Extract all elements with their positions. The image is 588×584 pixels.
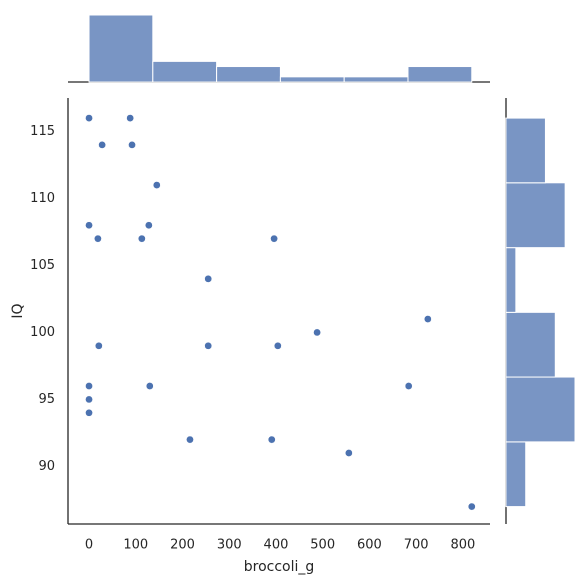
scatter-point [85, 382, 93, 390]
scatter-point [267, 435, 276, 444]
y-hist-bar [505, 247, 517, 313]
x-tick-label: 400 [264, 538, 289, 553]
scatter-point [186, 435, 194, 444]
x-tick-label: 600 [357, 538, 382, 553]
scatter-point [144, 221, 153, 230]
x-hist-bar [216, 66, 281, 83]
scatter-point [85, 114, 93, 122]
y-tick-label: 100 [30, 325, 55, 340]
scatter-point [313, 328, 321, 337]
x-hist-bar [152, 60, 218, 83]
scatter-point [152, 181, 161, 189]
x-tick-label: 700 [404, 538, 429, 553]
scatter-point [273, 341, 282, 350]
x-tick-label: 100 [123, 538, 148, 553]
scatter-point [85, 408, 93, 417]
x-tick-label: 200 [170, 538, 195, 553]
scatter-point [404, 382, 413, 390]
y-tick-label: 110 [30, 191, 55, 206]
scatter-point [467, 502, 476, 511]
y-tick-label: 90 [38, 459, 55, 474]
scatter-point [85, 221, 93, 230]
y-hist-bar [505, 441, 527, 508]
scatter-point [126, 114, 135, 122]
scatter-point [98, 141, 106, 149]
x-hist-bar [343, 76, 409, 83]
scatter-point [94, 234, 102, 243]
y-tick-label: 105 [30, 258, 55, 273]
x-tick-label: 800 [450, 538, 475, 553]
scatter-point [270, 234, 278, 243]
x-tick-label: 500 [310, 538, 335, 553]
y-tick-label: 95 [38, 392, 55, 407]
x-hist-bar [279, 76, 345, 83]
y-hist-bar [505, 117, 546, 184]
y-hist-bar [505, 182, 566, 249]
scatter-point [128, 141, 136, 149]
scatter-point [423, 315, 432, 323]
scatter-point [94, 341, 103, 350]
y-axis-label: IQ [10, 303, 26, 318]
scatter-point [204, 341, 213, 350]
scatter-point [345, 449, 353, 457]
x-tick-label: 300 [217, 538, 242, 553]
scatter-point [85, 395, 93, 404]
x-tick-label: 0 [85, 538, 93, 553]
y-tick-label: 115 [30, 124, 55, 139]
scatter-point [204, 274, 213, 283]
x-axis-label: broccoli_g [244, 559, 315, 575]
scatter-point [145, 382, 154, 390]
x-hist-bar [88, 14, 154, 83]
y-hist-bar [505, 311, 556, 378]
scatter-point [137, 234, 146, 243]
y-hist-bar [505, 376, 576, 443]
x-hist-bar [407, 66, 473, 83]
